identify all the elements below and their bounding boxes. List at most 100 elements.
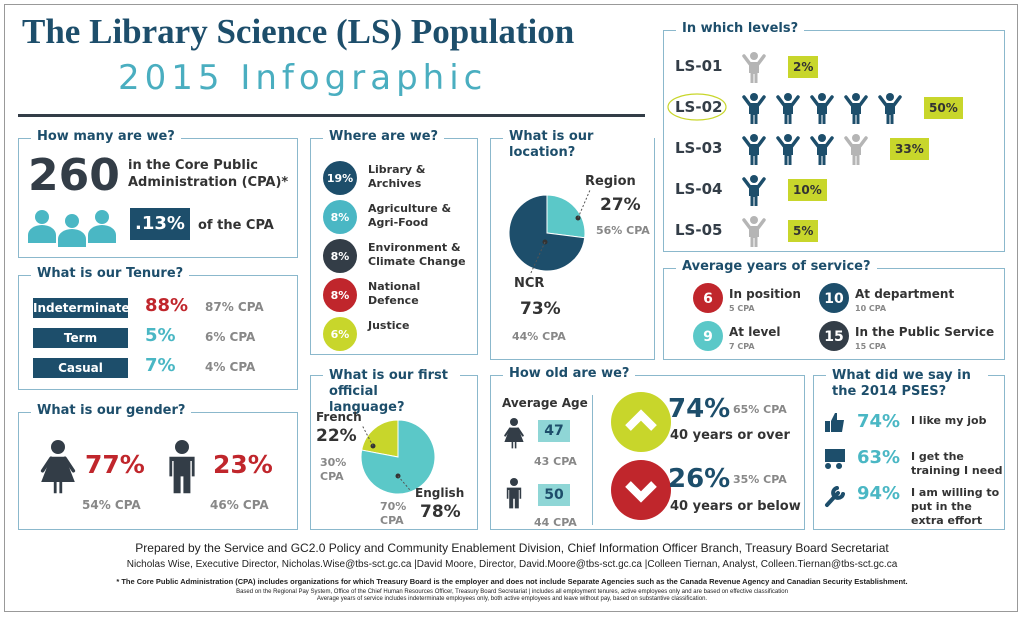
where-badge — [323, 239, 357, 273]
person-icon — [742, 93, 766, 124]
icon-arms — [742, 54, 766, 66]
chevron — [625, 409, 657, 431]
pie-slice — [508, 194, 586, 272]
training-icon — [825, 449, 845, 469]
where-box: Where are we? — [310, 129, 478, 355]
heading: In which levels? — [676, 21, 805, 37]
under-value: 26% — [668, 464, 731, 494]
level-value: 2% — [788, 56, 819, 78]
icon-head — [886, 93, 894, 101]
service-value: 6 — [703, 291, 713, 307]
icon-head — [784, 93, 792, 101]
region-label: Region — [585, 174, 636, 189]
icon-head — [818, 93, 826, 101]
person-icon — [742, 52, 766, 83]
female-share: 77% — [85, 450, 145, 479]
ncr-label: NCR — [514, 276, 545, 291]
english-label: English — [415, 486, 465, 500]
age-divider — [592, 395, 593, 525]
level-value: 50% — [924, 97, 963, 119]
gender-box: What is our gender? — [18, 403, 298, 530]
where-label: Agriculture & Agri-Food — [368, 202, 452, 229]
tenure-value: 88% — [145, 295, 189, 316]
ncr-cpa: 44% CPA — [512, 330, 566, 343]
pie-slice — [360, 419, 436, 495]
region-value: 27% — [600, 195, 641, 215]
icon-head — [852, 93, 860, 101]
heading: How many are we? — [31, 129, 181, 145]
icon-body — [169, 456, 195, 494]
icon-head — [750, 175, 758, 183]
heading: What is our gender? — [31, 403, 192, 419]
tenure-box: What is our Tenure? — [18, 266, 298, 390]
where-label: Library & Archives — [368, 163, 426, 190]
chevron — [625, 481, 657, 503]
where-label: Environment & Climate Change — [368, 241, 466, 268]
icon-dress — [504, 427, 524, 449]
icon-body — [783, 144, 793, 165]
person-icon — [742, 134, 766, 165]
pie-slice — [546, 194, 586, 239]
heading: How old are we? — [503, 366, 636, 382]
service-cpa: 15 CPA — [855, 342, 887, 351]
icon-body — [749, 144, 759, 165]
subtitle: 2015 Infographic — [118, 58, 488, 98]
highlight-ring — [667, 93, 727, 121]
pses-label: I get the training I need — [911, 450, 1003, 477]
pointer-line — [577, 189, 591, 219]
over-cpa: 65% CPA — [733, 403, 787, 416]
icon-head — [510, 478, 518, 486]
heading: Average years of service? — [676, 259, 877, 275]
person-icon — [844, 134, 868, 165]
level-label: LS-05 — [675, 221, 723, 239]
where-value: 8% — [331, 289, 350, 302]
icon-body — [851, 144, 861, 165]
icon-head — [750, 52, 758, 60]
male-age-cpa: 44 CPA — [534, 516, 577, 529]
english-value: 78% — [420, 502, 461, 522]
icon-arms — [844, 95, 868, 107]
tenure-label: Casual — [33, 358, 128, 378]
language-box: What is our first official language? — [310, 368, 478, 530]
icon-head — [95, 210, 109, 224]
service-value: 15 — [824, 329, 843, 345]
service-badge — [693, 321, 723, 351]
icon-body — [749, 103, 759, 124]
tenure-value: 7% — [145, 355, 176, 376]
service-label: At level — [729, 325, 781, 339]
person-icon — [810, 93, 834, 124]
icon-body — [58, 229, 86, 247]
pses-value: 94% — [857, 483, 901, 504]
where-badge — [323, 317, 357, 351]
service-box: Average years of service? — [663, 259, 1005, 360]
avg-age-label: Average Age — [502, 396, 588, 410]
person-icon — [810, 134, 834, 165]
icon-arms — [742, 218, 766, 230]
icon-arms — [878, 95, 902, 107]
icon-head — [750, 134, 758, 142]
where-badge — [323, 200, 357, 234]
service-value: 9 — [703, 329, 713, 345]
pointer-line — [397, 475, 411, 491]
level-label: LS-01 — [675, 57, 723, 75]
tenure-value: 5% — [145, 325, 176, 346]
title: The Library Science (LS) Population — [22, 12, 575, 51]
person-icon — [742, 216, 766, 247]
pie-slice — [361, 419, 399, 458]
age-badge — [611, 392, 671, 452]
where-value: 8% — [331, 211, 350, 224]
ncr-value: 73% — [520, 299, 561, 319]
icon-head — [784, 134, 792, 142]
wrench-icon — [825, 486, 845, 507]
icon-arms — [40, 456, 76, 473]
level-label: LS-02 — [675, 98, 723, 116]
service-cpa: 5 CPA — [729, 304, 755, 313]
male-share: 23% — [213, 450, 273, 479]
service-cpa: 10 CPA — [855, 304, 887, 313]
icon-head — [65, 214, 79, 228]
level-label: LS-04 — [675, 180, 723, 198]
where-value: 8% — [331, 250, 350, 263]
region-cpa: 56% CPA — [596, 224, 650, 237]
tenure-cpa: 4% CPA — [205, 360, 256, 374]
service-label: At department — [855, 287, 955, 301]
